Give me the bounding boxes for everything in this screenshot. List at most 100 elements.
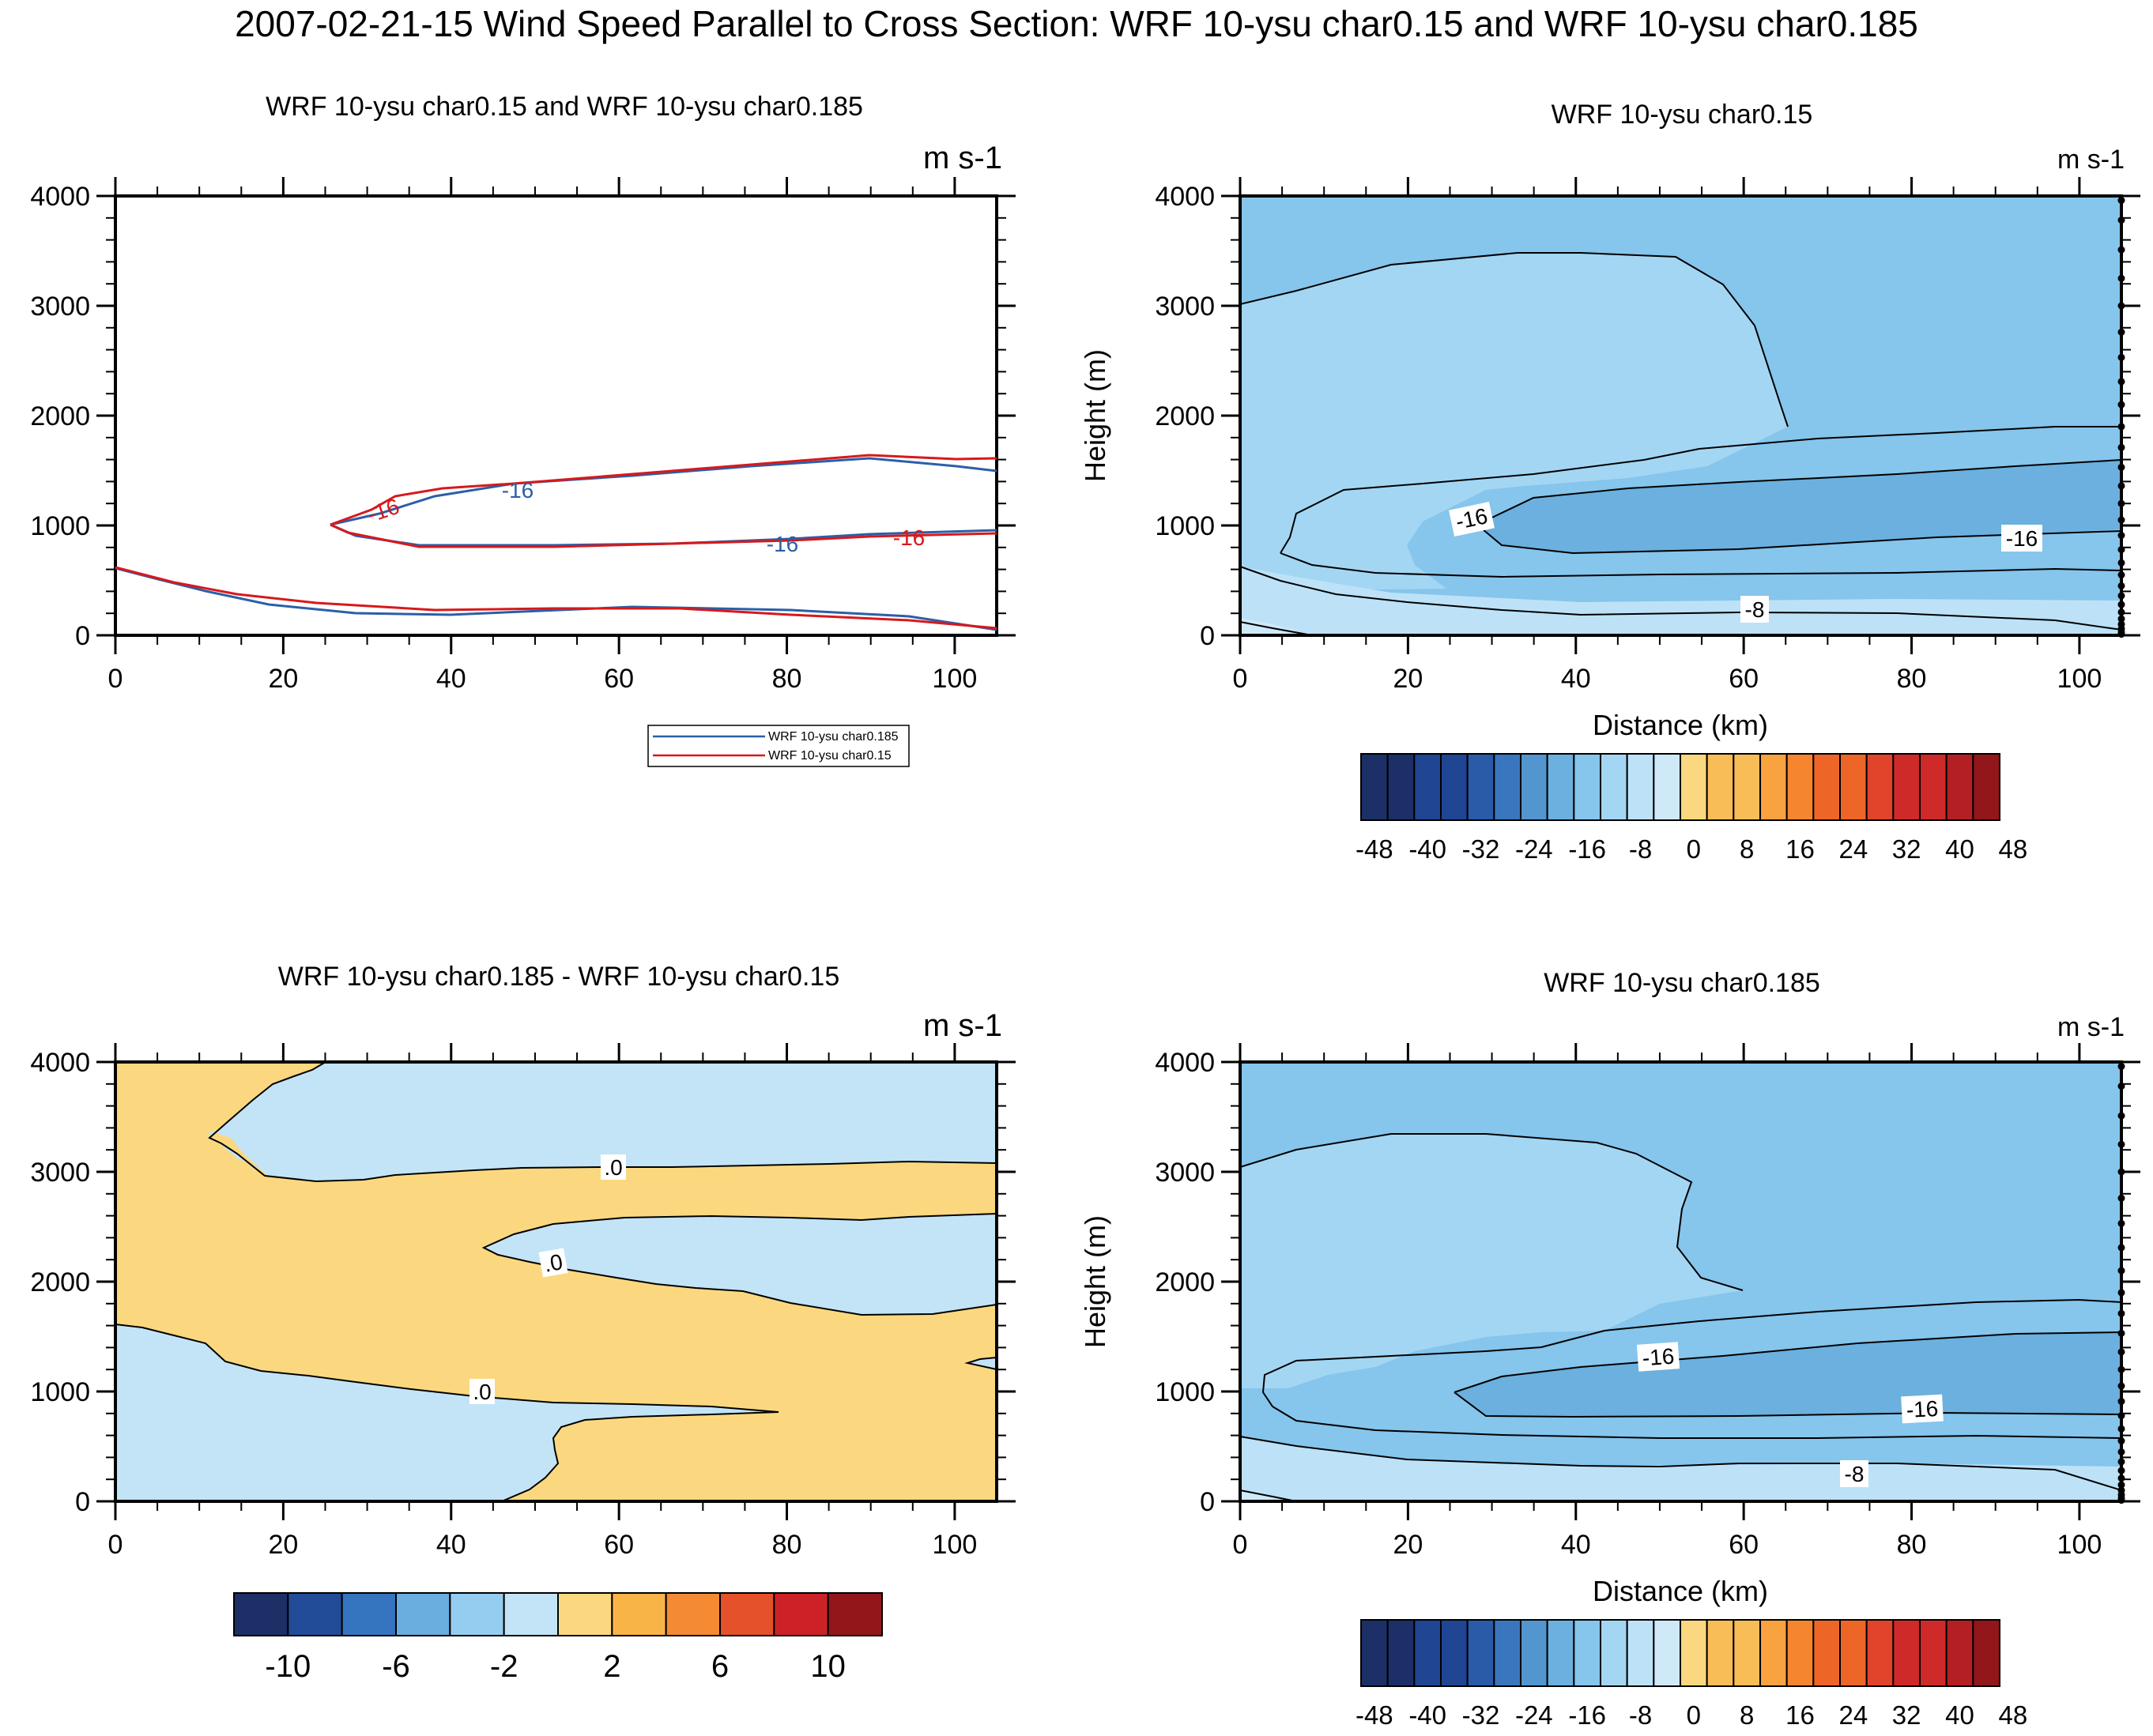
colorbar-segment	[1653, 754, 1680, 820]
x-axis-label: Distance (km)	[1593, 709, 1768, 741]
y-tick-label: 2000	[1155, 401, 1215, 431]
colorbar-label: -8	[1629, 834, 1652, 864]
model-level-dot	[2118, 601, 2125, 608]
plot-frame	[115, 196, 997, 635]
y-tick-label: 4000	[1155, 182, 1215, 212]
panel-title: WRF 10-ysu char0.15 and WRF 10-ysu char0…	[266, 92, 863, 122]
colorbar-segment	[1361, 754, 1388, 820]
colorbar-label: 40	[1945, 834, 1974, 864]
colorbar-segment	[1601, 754, 1627, 820]
model-level-dot	[2118, 1310, 2125, 1317]
x-tick-label: 20	[1393, 664, 1423, 694]
x-tick-label: 60	[604, 664, 634, 694]
colorbar-label: -24	[1515, 1700, 1553, 1730]
colorbar-segment	[774, 1593, 828, 1636]
panel-overlay: WRF 10-ysu char0.15 and WRF 10-ysu char0…	[30, 92, 1016, 766]
y-tick-label: 1000	[30, 511, 90, 541]
x-tick-label: 0	[1233, 664, 1248, 694]
filled-contours	[1240, 196, 2121, 635]
colorbar-segment	[1361, 1620, 1388, 1686]
colorbar-segment	[1840, 754, 1867, 820]
model-level-dot	[2118, 1289, 2125, 1296]
colorbar-label: 0	[1687, 1700, 1701, 1730]
colorbar-label: 16	[1785, 1700, 1815, 1730]
x-tick-label: 20	[1393, 1530, 1423, 1560]
model-level-dot	[2118, 1330, 2125, 1337]
colorbar-segment	[1388, 1620, 1415, 1686]
colorbar-segment	[1947, 1620, 1974, 1686]
main-title: 2007-02-21-15 Wind Speed Parallel to Cro…	[235, 3, 1918, 44]
colorbar-segment	[720, 1593, 774, 1636]
y-axis-label: Height (m)	[1079, 349, 1111, 482]
model-level-dot	[2118, 1448, 2125, 1455]
model-level-dot	[2118, 329, 2125, 336]
colorbar-segment	[1787, 754, 1814, 820]
x-tick-label: 40	[436, 664, 466, 694]
x-tick-label: 100	[933, 664, 978, 694]
model-level-dot	[2118, 1482, 2125, 1489]
model-level-dot	[2118, 1063, 2125, 1070]
model-level-dot	[2118, 1474, 2125, 1482]
colorbar-label: -8	[1629, 1700, 1652, 1730]
colorbar-label: -24	[1515, 834, 1553, 864]
x-tick-label: 40	[1561, 664, 1591, 694]
y-tick-label: 0	[1200, 621, 1215, 651]
y-tick-label: 4000	[30, 1048, 90, 1078]
y-axis-label: Height (m)	[1079, 1215, 1111, 1348]
x-tick-label: 60	[604, 1530, 634, 1560]
contour-label: -16	[893, 525, 925, 550]
colorbar-label: 6	[711, 1649, 729, 1684]
colorbar-segment	[1601, 1620, 1627, 1686]
colorbar-segment	[1494, 1620, 1521, 1686]
colorbar-segment	[1627, 1620, 1654, 1686]
colorbar-label: -32	[1462, 834, 1500, 864]
model-level-dot	[2118, 1195, 2125, 1202]
y-tick-label: 4000	[30, 182, 90, 212]
y-tick-label: 2000	[1155, 1267, 1215, 1297]
colorbar-segment	[1680, 1620, 1707, 1686]
colorbar-segment	[1574, 1620, 1601, 1686]
colorbar-segment	[1893, 754, 1920, 820]
model-level-dot	[2118, 197, 2125, 204]
model-level-dot	[2118, 1398, 2125, 1405]
y-tick-label: 1000	[30, 1377, 90, 1407]
model-level-dot	[2118, 1244, 2125, 1251]
colorbar-segment	[1733, 754, 1760, 820]
colorbar-segment	[1813, 754, 1840, 820]
x-tick-label: 0	[108, 1530, 123, 1560]
colorbar-segment	[1388, 754, 1415, 820]
x-tick-label: 20	[268, 1530, 298, 1560]
units-label: m s-1	[923, 1008, 1002, 1043]
model-level-dot	[2118, 608, 2125, 616]
colorbar-segment	[1867, 1620, 1894, 1686]
colorbar-label: 48	[1998, 834, 2027, 864]
colorbar-segment	[1707, 1620, 1734, 1686]
x-tick-label: 0	[1233, 1530, 1248, 1560]
x-tick-label: 40	[1561, 1530, 1591, 1560]
x-tick-label: 40	[436, 1530, 466, 1560]
colorbar-segment	[1813, 1620, 1840, 1686]
colorbar-segment	[1653, 1620, 1680, 1686]
colorbar-label: -16	[1568, 834, 1606, 864]
colorbar-segment	[1574, 754, 1601, 820]
model-level-dot	[2118, 582, 2125, 589]
model-level-dot	[2118, 1348, 2125, 1355]
colorbar-label: -48	[1356, 834, 1393, 864]
colorbar-label: -16	[1568, 1700, 1606, 1730]
colorbar-segment	[1760, 754, 1787, 820]
colorbar-label: 0	[1687, 834, 1701, 864]
colorbar-segment	[1468, 754, 1495, 820]
model-level-dot	[2118, 571, 2125, 578]
legend-label-char0185: WRF 10-ysu char0.185	[768, 730, 899, 744]
model-level-dot	[2118, 378, 2125, 385]
colorbar-segment	[612, 1593, 666, 1636]
model-level-dot	[2118, 1467, 2125, 1474]
contour-label: -16	[767, 532, 798, 556]
colorbar-segment	[1521, 1620, 1548, 1686]
x-tick-label: 80	[772, 1530, 802, 1560]
colorbar-label: -40	[1408, 834, 1446, 864]
colorbar: -48 -40 -32 -24 -16 -8 0 8 16 24 32 40 48	[1356, 754, 2027, 864]
legend-label-char015: WRF 10-ysu char0.15	[768, 749, 892, 763]
model-level-dot	[2118, 247, 2125, 254]
model-level-dot	[2118, 482, 2125, 489]
